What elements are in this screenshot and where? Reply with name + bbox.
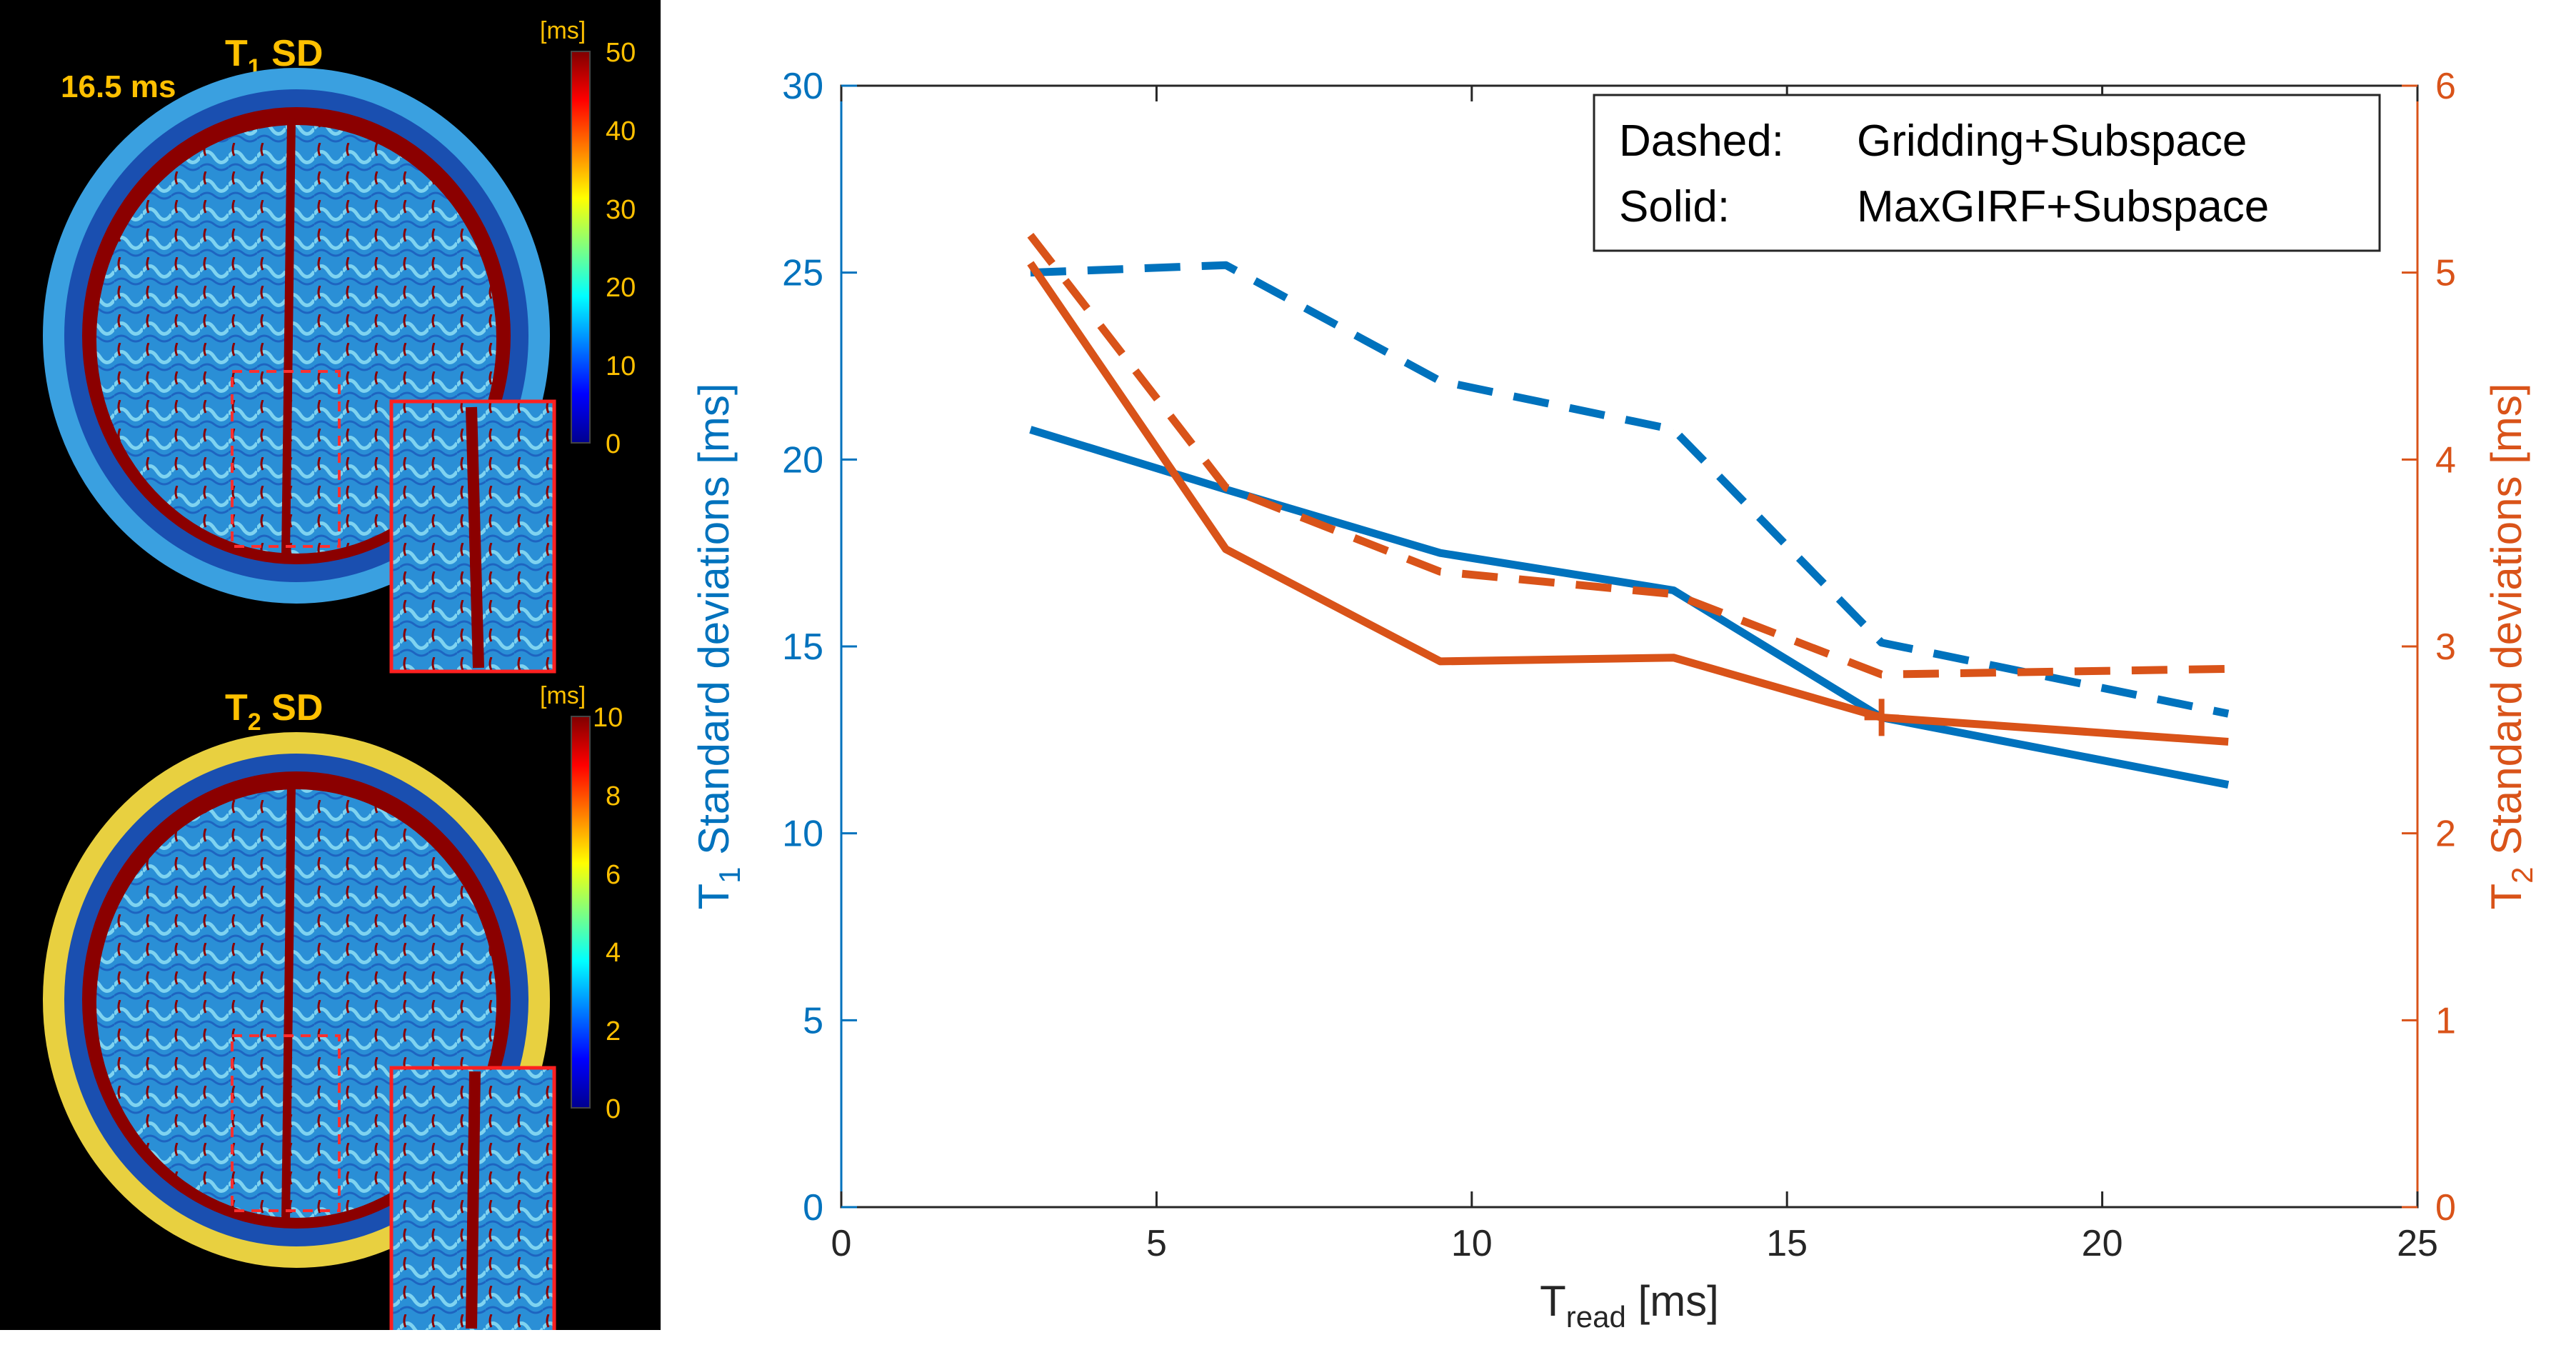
y-right-tick-label: 3 (2435, 626, 2456, 668)
t2-colorbar-unit: [ms] (540, 682, 586, 709)
y-left-axis-label: T1 Standard deviations [ms] (690, 383, 746, 909)
t2-inset-vessel (466, 1071, 481, 1329)
t1-tick-20: 20 (606, 273, 636, 303)
series-line-right-solid (1027, 261, 2229, 746)
y-right-tick-label: 5 (2435, 253, 2456, 294)
t2-tick-8: 8 (606, 781, 621, 811)
series-line-left-dashed (1030, 261, 2230, 718)
x-tick-label: 5 (1146, 1223, 1167, 1264)
y-right-axis-label: T2 Standard deviations [ms] (2482, 383, 2539, 909)
t2-sd-map: T2 SD [ms] 0 2 4 6 8 10 (43, 682, 623, 1334)
t1-midline (281, 117, 296, 558)
t1-tick-0: 0 (606, 429, 621, 459)
t2-colorbar-ticks: 0 2 4 6 8 10 (593, 703, 623, 1124)
t2-map-title: T2 SD (225, 687, 323, 736)
plot-area (840, 84, 2419, 1209)
y-left-tick-label: 0 (803, 1187, 823, 1229)
y-left-tick-label: 15 (782, 626, 823, 668)
t1-colorbar-unit: [ms] (540, 17, 586, 44)
t1-tick-30: 30 (606, 195, 636, 225)
t2-tick-10: 10 (593, 703, 623, 733)
series-line-left-solid (1029, 426, 2230, 789)
x-tick-label: 10 (1451, 1223, 1493, 1264)
brain-maps-panel: 16.5 ms T1 SD [ms] 0 10 20 30 40 50 (0, 0, 661, 1334)
legend-value: MaxGIRF+Subspace (1857, 182, 2269, 231)
x-tick-label: 20 (2082, 1223, 2123, 1264)
legend-value: Gridding+Subspace (1857, 116, 2247, 166)
y-left-tick-label: 20 (782, 439, 823, 481)
x-axis-label: Tread [ms] (1540, 1277, 1719, 1334)
t2-roi-box (231, 1034, 341, 1212)
y-left-tick-label: 10 (782, 814, 823, 855)
t1-tick-40: 40 (606, 116, 636, 146)
t2-tick-0: 0 (606, 1094, 621, 1124)
brain-maps-svg: 16.5 ms T1 SD [ms] 0 10 20 30 40 50 (43, 17, 636, 1334)
y-right-tick-label: 6 (2435, 66, 2456, 107)
legend-key: Solid: (1619, 182, 1730, 231)
x-tick-label: 15 (1766, 1223, 1808, 1264)
y-left-tick-label: 25 (782, 253, 823, 294)
t2-tick-2: 2 (606, 1016, 621, 1046)
y-left-tick-label: 30 (782, 66, 823, 107)
t1-colorbar (571, 51, 591, 444)
y-right-tick-label: 1 (2435, 1000, 2456, 1041)
y-right-tick-label: 4 (2435, 439, 2456, 481)
time-label: 16.5 ms (61, 69, 176, 104)
legend-box (1593, 94, 2381, 252)
t2-colorbar (571, 716, 591, 1109)
y-right-tick-label: 2 (2435, 814, 2456, 855)
t1-tick-10: 10 (606, 351, 636, 381)
legend-key: Dashed: (1619, 116, 1784, 166)
x-tick-label: 25 (2397, 1223, 2438, 1264)
t1-colorbar-ticks: 0 10 20 30 40 50 (606, 38, 636, 459)
t2-tick-6: 6 (606, 860, 621, 890)
y-right-tick-label: 0 (2435, 1187, 2456, 1229)
t2-midline (281, 781, 296, 1222)
t1-sd-map: T1 SD [ms] 0 10 20 30 40 50 (43, 17, 636, 674)
t1-roi-box (231, 370, 341, 548)
y-left-tick-label: 5 (803, 1000, 823, 1041)
t2-tick-4: 4 (606, 938, 621, 968)
t1-inset-vessel (466, 406, 484, 669)
t1-tick-50: 50 (606, 38, 636, 68)
x-tick-label: 0 (831, 1223, 852, 1264)
